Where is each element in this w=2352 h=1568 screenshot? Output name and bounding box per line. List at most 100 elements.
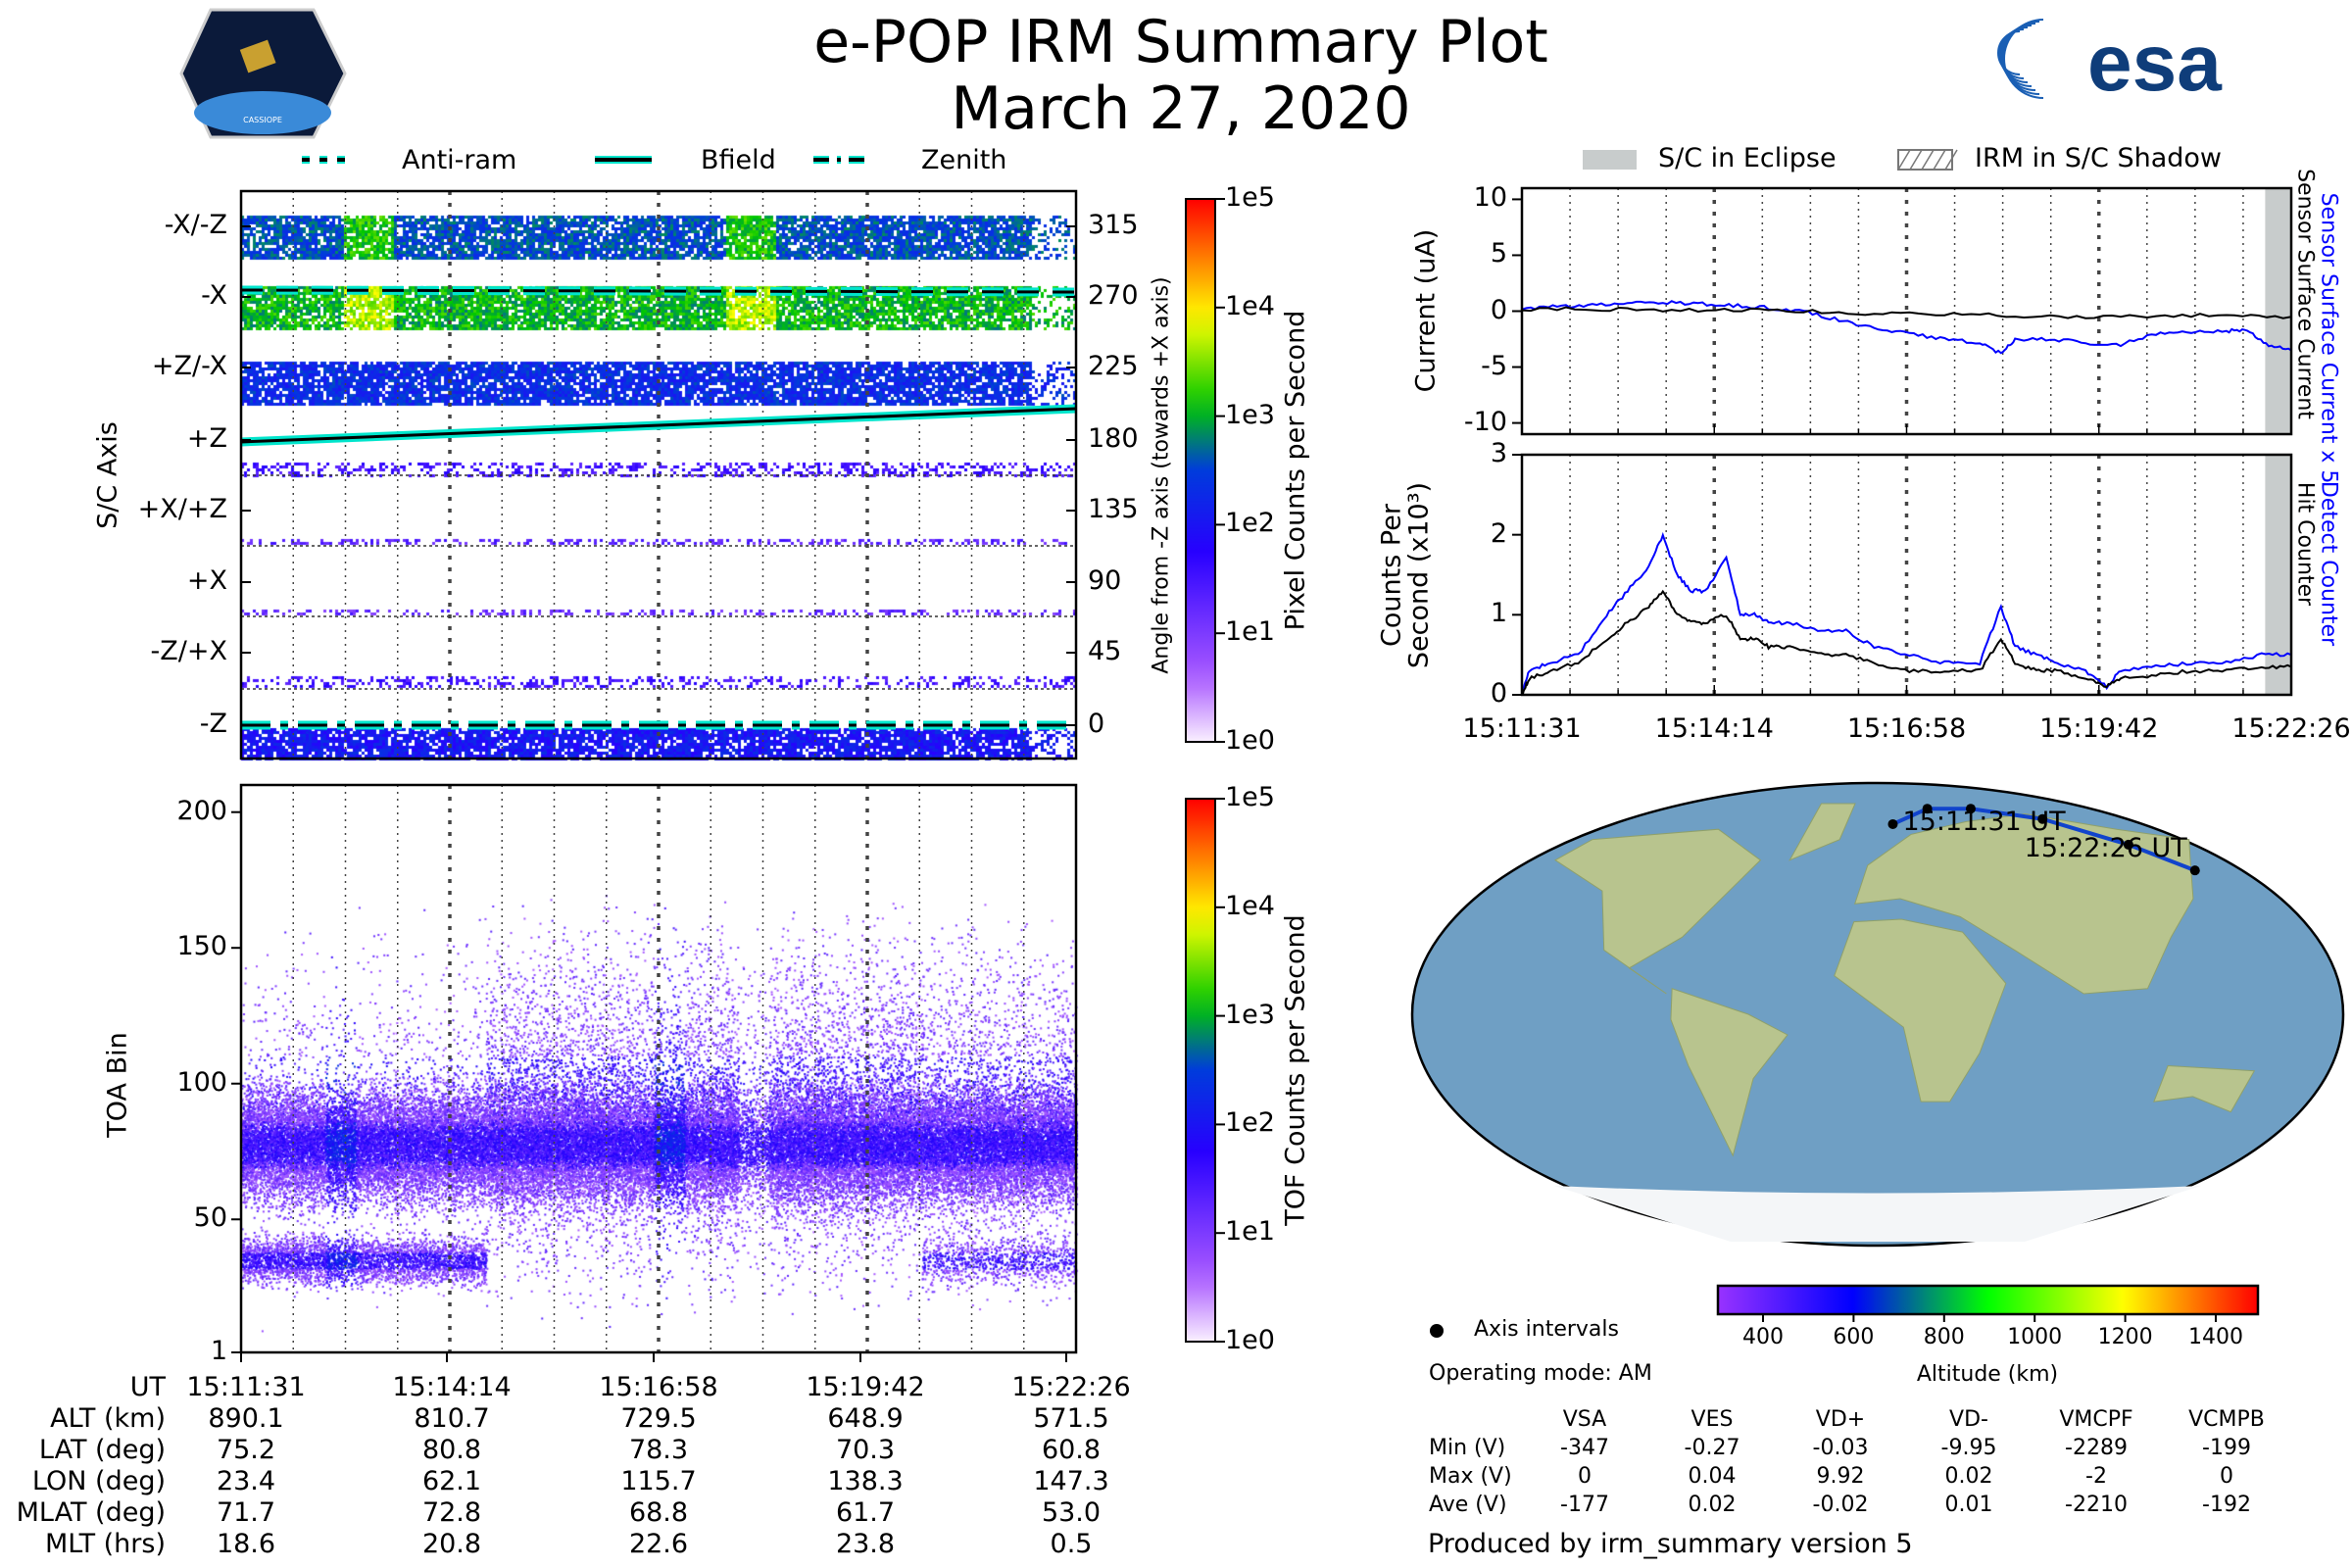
ephemeris-row-label: UT (129, 1372, 166, 1402)
eclipse-region (2265, 455, 2291, 695)
voltage-value: -199 (2202, 1436, 2251, 1460)
ephemeris-value: 18.6 (216, 1529, 276, 1559)
voltage-header: VMCPF (2059, 1407, 2133, 1432)
y-tick-label: -10 (1463, 406, 1507, 437)
altitude-tick-label: 800 (1923, 1325, 1965, 1349)
altitude-tick-label: 600 (1833, 1325, 1875, 1349)
ephemeris-row-label: LON (deg) (31, 1466, 166, 1496)
y-tick-label: 3 (1490, 438, 1507, 468)
toa-tick-label: 150 (176, 931, 227, 962)
continent (1853, 812, 2194, 995)
legend-label: Bfield (701, 145, 776, 175)
cassiope-logo-text: CASSIOPE (243, 116, 282, 124)
voltage-value: -2210 (2065, 1493, 2128, 1517)
esa-logo: esa (2087, 19, 2222, 108)
ephemeris-row-label: LAT (deg) (38, 1435, 166, 1465)
footer-text: Produced by irm_summary version 5 (1428, 1529, 1913, 1559)
axis-interval-dot (2123, 839, 2133, 850)
shadow-hatch (1909, 149, 1923, 171)
voltage-value: -0.02 (1812, 1493, 1869, 1517)
colorbar-tick-label: 1e0 (1225, 725, 1275, 756)
colorbar-tick-label: 1e3 (1225, 399, 1275, 430)
ephemeris-value: 70.3 (835, 1435, 896, 1465)
continent (1834, 918, 2007, 1102)
pixel-ylabel: S/C Axis (92, 421, 123, 529)
antarctica (1554, 1186, 2201, 1242)
angle-tick-label: 225 (1088, 351, 1139, 381)
current-x5-label: Sensor Surface Current x 5 (2316, 192, 2341, 484)
esa-logo-arc (2002, 21, 2040, 95)
angle-ylabel: Angle from -Z axis (towards +X axis) (1149, 276, 1174, 674)
legend-eclipse-label: S/C in Eclipse (1658, 143, 1837, 173)
shadow-hatch (1921, 149, 1935, 171)
bfield-line (240, 407, 1077, 444)
ephemeris-value: 810.7 (414, 1403, 490, 1434)
axis-interval-dot (2037, 813, 2048, 824)
eclipse-swatch (1583, 150, 1637, 170)
ephemeris-value: 15:19:42 (806, 1372, 925, 1402)
voltage-header: VCMPB (2188, 1407, 2265, 1432)
sc-axis-label: +Z (186, 423, 227, 454)
ephemeris-value: 53.0 (1041, 1497, 1102, 1528)
colorbar-tick-label: 1e3 (1225, 999, 1275, 1030)
operating-mode: Operating mode: AM (1429, 1361, 1652, 1386)
ephemeris-value: 71.7 (216, 1497, 276, 1528)
ephemeris-row-label: ALT (km) (50, 1403, 166, 1434)
sc-axis-label: +X (186, 565, 227, 596)
voltage-value: 0 (2220, 1464, 2233, 1489)
shadow-hatch (1933, 149, 1946, 171)
counts-series-0 (1521, 531, 2292, 695)
toa-tick-label: 50 (193, 1202, 227, 1234)
axis-interval-dot (1887, 818, 1898, 829)
ephemeris-value: 68.8 (628, 1497, 689, 1528)
colorbar-tick-label: 1e1 (1225, 1216, 1275, 1248)
altitude-colorbar (1716, 1284, 2260, 1316)
sc-axis-label: -X (201, 280, 227, 311)
angle-tick-label: 45 (1088, 636, 1122, 666)
ephemeris-value: 23.8 (835, 1529, 896, 1559)
current-series-0 (1521, 300, 2292, 355)
ephemeris-value: 890.1 (208, 1403, 284, 1434)
toa-tick-label: 1 (210, 1336, 227, 1366)
ephemeris-value: 78.3 (628, 1435, 689, 1465)
colorbar-tick-label: 1e4 (1225, 890, 1275, 921)
sc-axis-label: -X/-Z (164, 210, 227, 240)
voltage-header: VD+ (1815, 1407, 1866, 1432)
current-series-1 (1521, 306, 2292, 319)
detect-counter-label: Detect Counter (2316, 480, 2341, 647)
axis-interval-dot (2189, 865, 2200, 876)
voltage-value: -2289 (2065, 1436, 2128, 1460)
tof-colorbar (1185, 798, 1216, 1343)
ephemeris-value: 15:16:58 (599, 1372, 718, 1402)
pixel-colorbar (1185, 198, 1216, 743)
shadow-swatch (1897, 149, 1953, 171)
sc-axis-label: +X/+Z (137, 494, 227, 524)
voltage-value: -192 (2202, 1493, 2251, 1517)
continent (1788, 803, 1856, 861)
counts-ylabel: Counts Per Second (x10³) (1376, 481, 1435, 669)
voltage-header: VD- (1949, 1407, 1988, 1432)
colorbar-tick-label: 1e2 (1225, 1107, 1275, 1139)
ephemeris-value: 115.7 (620, 1466, 697, 1496)
voltage-value: -9.95 (1940, 1436, 1997, 1460)
time-tick-label: 15:16:58 (1846, 713, 1967, 744)
voltage-row-label: Max (V) (1429, 1464, 1512, 1489)
ephemeris-value: 62.1 (421, 1466, 482, 1496)
voltage-value: -177 (1560, 1493, 1609, 1517)
angle-tick-label: 90 (1088, 565, 1122, 596)
page-date: March 27, 2020 (951, 74, 1411, 143)
ephemeris-value: 15:11:31 (186, 1372, 306, 1402)
axis-interval-dot (1965, 804, 1976, 814)
ephemeris-value: 147.3 (1033, 1466, 1109, 1496)
toa-tick-label: 200 (176, 795, 227, 826)
time-tick-label: 15:14:14 (1654, 713, 1774, 744)
hit-counter-label: Hit Counter (2292, 481, 2318, 607)
satellite-icon (239, 39, 276, 74)
antiram-line (240, 288, 1077, 294)
ephemeris-value: 20.8 (421, 1529, 482, 1559)
colorbar-tick-label: 1e1 (1225, 616, 1275, 648)
continent (1670, 988, 1788, 1157)
voltage-value: -0.03 (1812, 1436, 1869, 1460)
voltage-value: -347 (1560, 1436, 1609, 1460)
